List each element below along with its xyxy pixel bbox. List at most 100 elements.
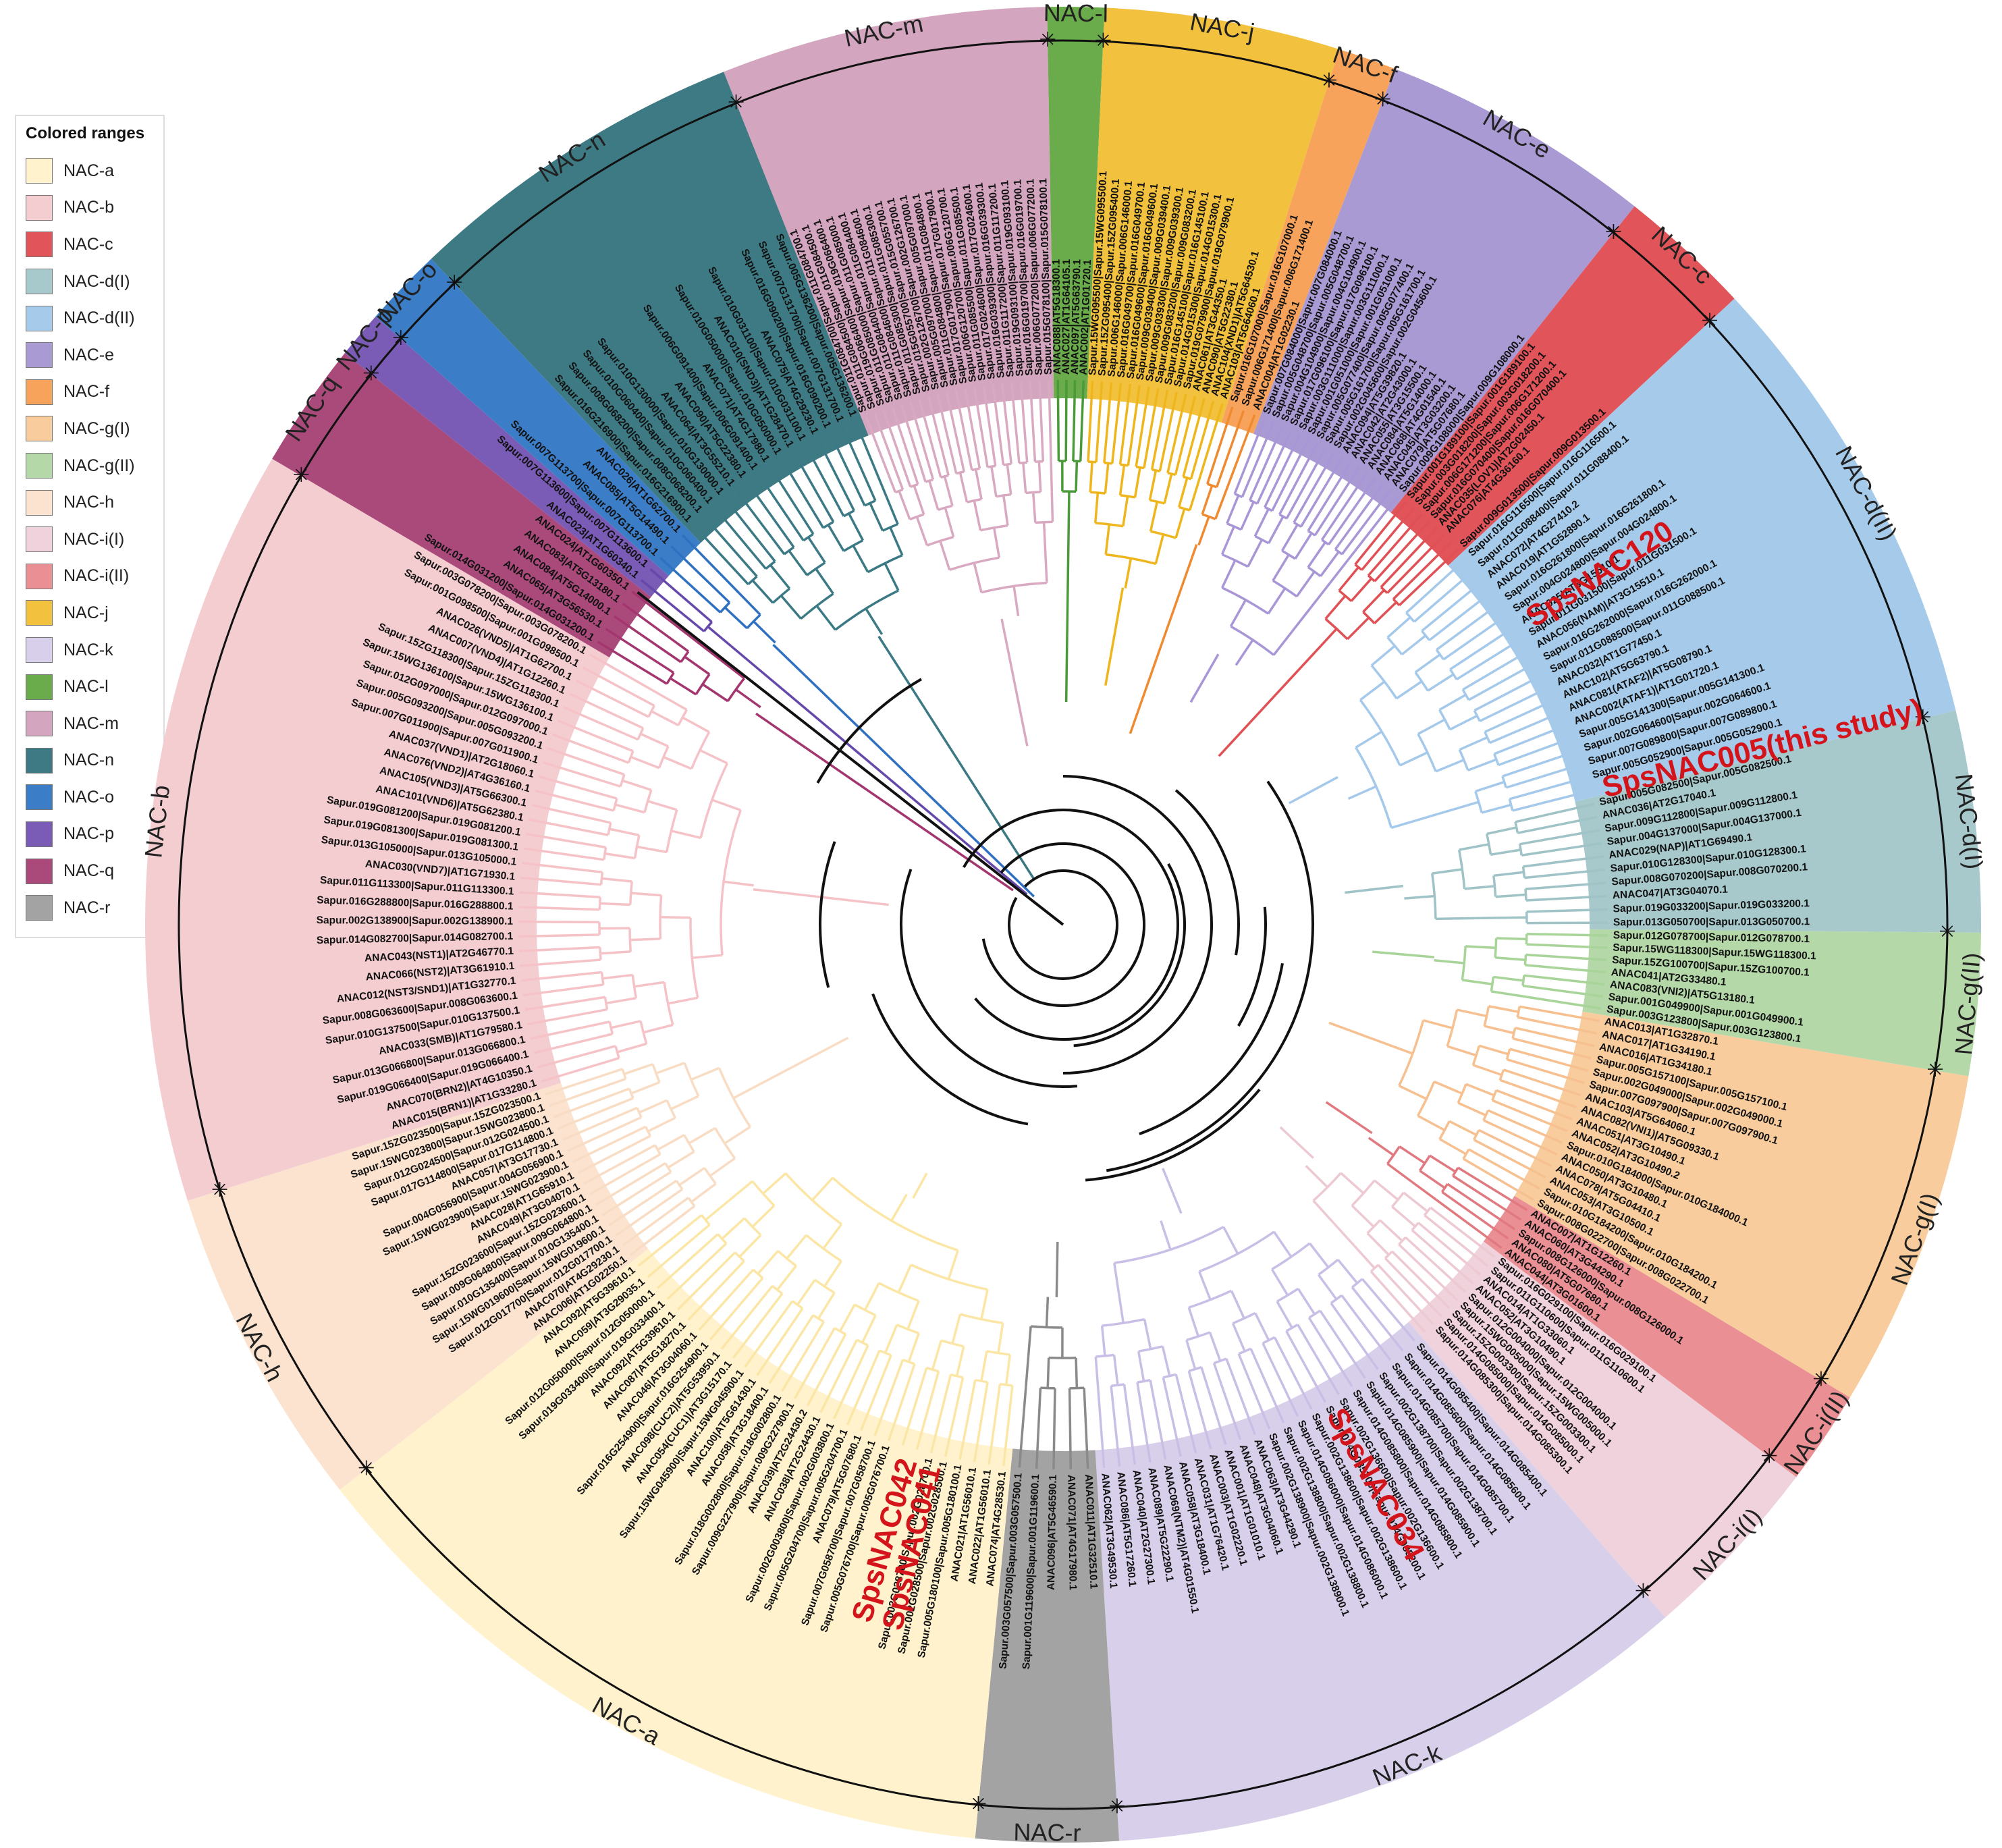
tip-branch bbox=[518, 920, 600, 924]
clade-stem bbox=[1218, 650, 1317, 757]
tip-branch bbox=[523, 847, 605, 861]
node-arc bbox=[645, 1126, 652, 1137]
tip-branch bbox=[577, 1135, 651, 1174]
tip-branch bbox=[1506, 1058, 1585, 1085]
node-arc bbox=[1104, 461, 1112, 465]
tip-branch bbox=[1319, 1309, 1366, 1379]
node-stem bbox=[601, 877, 632, 883]
node-stem bbox=[639, 1099, 668, 1114]
clade-band bbox=[724, 7, 1054, 436]
backbone-arc bbox=[900, 869, 1078, 1088]
tip-branch bbox=[622, 603, 689, 653]
node-stem bbox=[1231, 1322, 1246, 1352]
node-stem bbox=[1370, 645, 1396, 667]
tip-branch bbox=[1391, 1250, 1451, 1309]
node-stem bbox=[1411, 1180, 1437, 1201]
tip-branch bbox=[1428, 589, 1494, 641]
tip-branch bbox=[1463, 1158, 1534, 1201]
node-arc bbox=[981, 581, 1047, 594]
node-stem bbox=[668, 996, 699, 1005]
tip-branch bbox=[841, 426, 877, 501]
node-stem bbox=[1399, 1145, 1426, 1164]
tip-branch bbox=[1498, 736, 1575, 767]
node-arc bbox=[1102, 1317, 1145, 1327]
legend-label: NAC-b bbox=[63, 198, 115, 217]
node-stem bbox=[691, 1183, 717, 1203]
node-arc bbox=[940, 1339, 965, 1348]
node-stem bbox=[605, 997, 637, 1005]
tip-branch bbox=[1519, 1005, 1600, 1023]
clade-stem bbox=[772, 644, 1035, 898]
tip-branch bbox=[1473, 1139, 1546, 1178]
tip-branch bbox=[1271, 437, 1310, 512]
node-stem bbox=[1391, 1205, 1416, 1228]
node-arc bbox=[996, 493, 1011, 498]
tip-branch bbox=[605, 628, 675, 674]
node-stem bbox=[1310, 582, 1331, 608]
node-arc bbox=[1419, 1155, 1431, 1172]
backbone-arc bbox=[1008, 869, 1118, 980]
tip-branch bbox=[1442, 612, 1511, 661]
node-stem bbox=[682, 716, 710, 734]
node-arc bbox=[1451, 1167, 1459, 1177]
node-stem bbox=[1154, 534, 1165, 564]
tip-branch bbox=[780, 1321, 825, 1392]
node-stem bbox=[1362, 589, 1385, 613]
tip-branch bbox=[724, 497, 776, 562]
tip-branch bbox=[1189, 400, 1215, 480]
node-stem bbox=[762, 1172, 787, 1195]
node-stem bbox=[1320, 551, 1340, 577]
tip-branch bbox=[1398, 548, 1459, 607]
node-arc bbox=[651, 1064, 661, 1083]
tip-branch bbox=[1519, 829, 1600, 846]
tip-branch bbox=[530, 1021, 610, 1040]
node-arc bbox=[864, 499, 876, 507]
node-stem bbox=[1478, 1044, 1509, 1056]
node-stem bbox=[1268, 516, 1284, 544]
tip-branch bbox=[656, 1233, 719, 1289]
leaf-label: ANAC096|AT5G46590.1 bbox=[1046, 1474, 1059, 1590]
clade-band bbox=[1408, 1241, 1797, 1618]
legend-item: NAC-q bbox=[26, 852, 154, 890]
legend-title: Colored ranges bbox=[26, 124, 145, 142]
clade-boundary-star-icon: ✳ bbox=[1702, 310, 1719, 333]
tip-branch bbox=[1367, 514, 1423, 576]
clade-boundary-star-icon: ✳ bbox=[1374, 88, 1391, 112]
tip-branch bbox=[756, 1307, 804, 1376]
tip-branch bbox=[553, 1087, 630, 1118]
node-stem bbox=[1117, 1293, 1125, 1324]
node-arc bbox=[1473, 1129, 1480, 1141]
clade-ring-arc bbox=[1048, 39, 1104, 43]
tip-branch bbox=[1127, 385, 1141, 466]
node-arc bbox=[1461, 688, 1470, 701]
tip-branch bbox=[1523, 855, 1604, 868]
node-stem bbox=[1208, 1332, 1222, 1361]
node-stem bbox=[1214, 490, 1228, 520]
clade-stem bbox=[1372, 950, 1435, 958]
node-stem bbox=[1027, 1326, 1032, 1357]
node-stem bbox=[1403, 1191, 1428, 1213]
node-stem bbox=[780, 595, 802, 620]
tip-branch bbox=[589, 1153, 661, 1196]
tip-branch bbox=[698, 1268, 755, 1331]
node-arc bbox=[938, 504, 953, 511]
legend-item: NAC-e bbox=[26, 337, 154, 374]
tip-branch bbox=[757, 472, 805, 541]
tip-branch bbox=[1430, 1206, 1496, 1258]
legend-swatch bbox=[26, 821, 53, 847]
tip-branch bbox=[1029, 381, 1037, 462]
node-stem bbox=[1037, 461, 1042, 492]
tip-branch bbox=[1035, 1388, 1042, 1469]
node-stem bbox=[928, 480, 940, 510]
clade-stem bbox=[877, 635, 1035, 880]
tip-branch bbox=[1182, 398, 1206, 477]
tip-branch bbox=[1361, 507, 1415, 571]
node-stem bbox=[624, 1063, 653, 1075]
node-stem bbox=[1272, 630, 1294, 656]
node-stem bbox=[721, 1217, 745, 1240]
tip-branch bbox=[887, 1363, 916, 1442]
tip-branch bbox=[1384, 1257, 1442, 1317]
node-arc bbox=[675, 1180, 684, 1191]
node-stem bbox=[944, 507, 955, 537]
tip-branch bbox=[1354, 501, 1407, 566]
